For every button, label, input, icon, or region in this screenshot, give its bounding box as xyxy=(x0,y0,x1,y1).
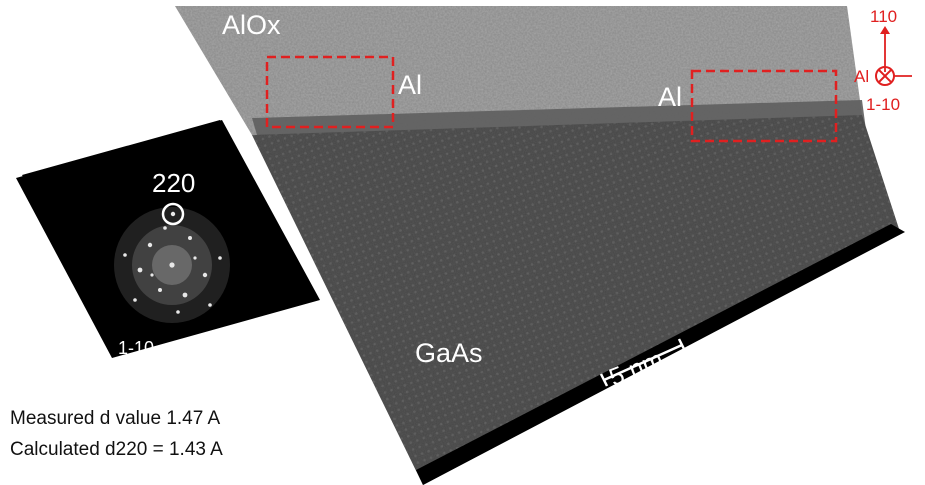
orientation-zone-label: 1-10 xyxy=(866,95,901,114)
label-gaas: GaAs xyxy=(415,338,483,368)
label-alox: AlOx xyxy=(222,10,281,40)
measured-d-note: Measured d value 1.47 A xyxy=(10,408,221,429)
orientation-indicator xyxy=(875,26,912,86)
scale-bar xyxy=(599,338,687,387)
label-al-right: Al xyxy=(658,82,683,112)
spot-220-marker xyxy=(161,202,185,226)
fft-diffraction-pattern xyxy=(114,207,230,323)
fft-zone-axis-label: 1-10 xyxy=(118,338,155,358)
tem-micrograph xyxy=(175,6,905,485)
label-al-left: Al xyxy=(398,70,423,100)
fft-inset xyxy=(16,120,320,380)
orientation-material-label: Al xyxy=(854,67,870,86)
fft-zone-axis-icon xyxy=(126,360,146,380)
arrow-head-icon xyxy=(880,26,890,34)
roi-box-right xyxy=(690,69,838,143)
orientation-up-label: 110 xyxy=(870,7,898,26)
fft-spot-label: 220 xyxy=(152,168,196,198)
into-page-icon xyxy=(875,66,895,86)
calculated-d-note: Calculated d220 = 1.43 A xyxy=(10,439,223,460)
roi-box-left xyxy=(265,55,395,129)
